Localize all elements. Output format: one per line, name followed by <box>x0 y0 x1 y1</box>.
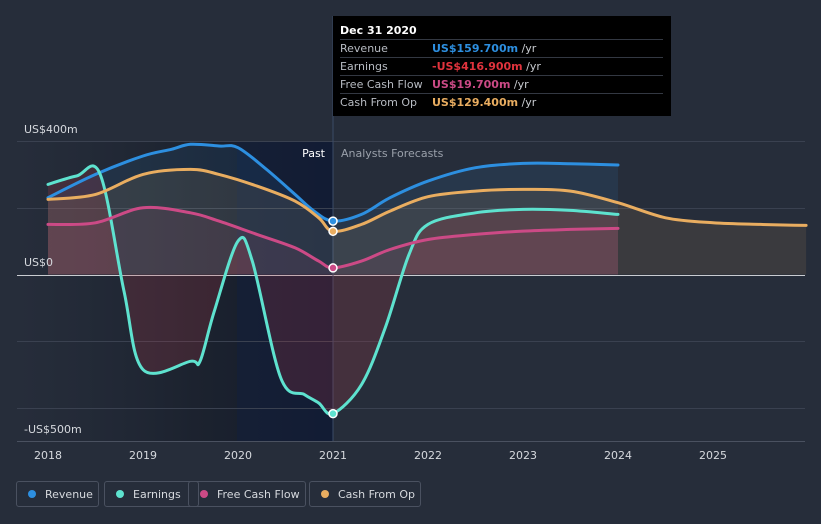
tooltip-label: Revenue <box>340 42 388 55</box>
forecast-label: Analysts Forecasts <box>341 147 444 160</box>
x-tick-label: 2023 <box>509 449 537 462</box>
tooltip-row-revenue: Revenue US$159.700m /yr <box>340 39 663 57</box>
legend-label: Cash From Op <box>338 487 416 501</box>
tooltip-row-earnings: Earnings -US$416.900m /yr <box>340 57 663 75</box>
earnings-dot-icon <box>116 490 124 498</box>
y-tick-label: -US$500m <box>24 423 82 436</box>
x-tick-label: 2020 <box>224 449 252 462</box>
legend-item-earnings[interactable]: Earnings <box>104 481 199 507</box>
legend-item-cash-from-op[interactable]: Cash From Op <box>309 481 421 507</box>
free-cash-flow-area <box>48 207 618 275</box>
x-tick-label: 2018 <box>34 449 62 462</box>
tooltip-value: -US$416.900m <box>432 60 523 73</box>
tooltip-unit: /yr <box>521 96 537 109</box>
tooltip-date: Dec 31 2020 <box>340 24 417 37</box>
y-tick-label: US$400m <box>24 123 78 136</box>
legend-item-free-cash-flow[interactable]: Free Cash Flow <box>188 481 306 507</box>
tooltip-value: US$129.400m <box>432 96 519 109</box>
revenue-dot-icon <box>28 490 36 498</box>
y-tick-label: US$0 <box>24 256 53 269</box>
legend-item-revenue[interactable]: Revenue <box>16 481 99 507</box>
cash-from-op-line <box>46 167 808 233</box>
tooltip-row-cash-from-op: Cash From Op US$129.400m /yr <box>340 93 663 111</box>
highlight-region <box>237 141 333 441</box>
tooltip-value: US$19.700m <box>432 78 511 91</box>
tooltip-unit: /yr <box>526 60 541 73</box>
x-tick-label: 2022 <box>414 449 442 462</box>
tooltip-label: Cash From Op <box>340 96 418 109</box>
past-label: Past <box>302 147 326 160</box>
tooltip-value: US$159.700m <box>432 42 519 55</box>
tooltip-label: Earnings <box>340 60 388 73</box>
revenue-point <box>328 216 338 226</box>
cash-from-op-dot-icon <box>321 490 329 498</box>
cash-from-op-point <box>328 226 338 237</box>
free-cash-flow-line <box>46 205 620 270</box>
tooltip-unit: /yr <box>521 42 537 55</box>
past-region <box>17 141 333 441</box>
earnings-line <box>46 164 620 416</box>
legend-label: Revenue <box>45 487 93 501</box>
x-tick-label: 2019 <box>129 449 157 462</box>
legend-label: Earnings <box>133 487 181 501</box>
free-cash-flow-dot-icon <box>200 490 208 498</box>
cash-from-op-area <box>48 169 807 275</box>
x-tick-label: 2024 <box>604 449 632 462</box>
tooltip-label: Free Cash Flow <box>340 78 423 91</box>
revenue-area <box>48 144 618 275</box>
tooltip: Dec 31 2020 Revenue US$159.700m /yr Earni… <box>333 16 671 116</box>
tooltip-unit: /yr <box>513 78 529 91</box>
revenue-line <box>46 142 620 223</box>
x-tick-label: 2021 <box>319 449 347 462</box>
legend-label: Free Cash Flow <box>217 487 300 501</box>
free-cash-flow-point <box>328 263 338 273</box>
earnings-area <box>48 165 618 415</box>
earnings-point <box>328 408 338 419</box>
x-tick-label: 2025 <box>699 449 727 462</box>
tooltip-row-free-cash-flow: Free Cash Flow US$19.700m /yr <box>340 75 663 93</box>
